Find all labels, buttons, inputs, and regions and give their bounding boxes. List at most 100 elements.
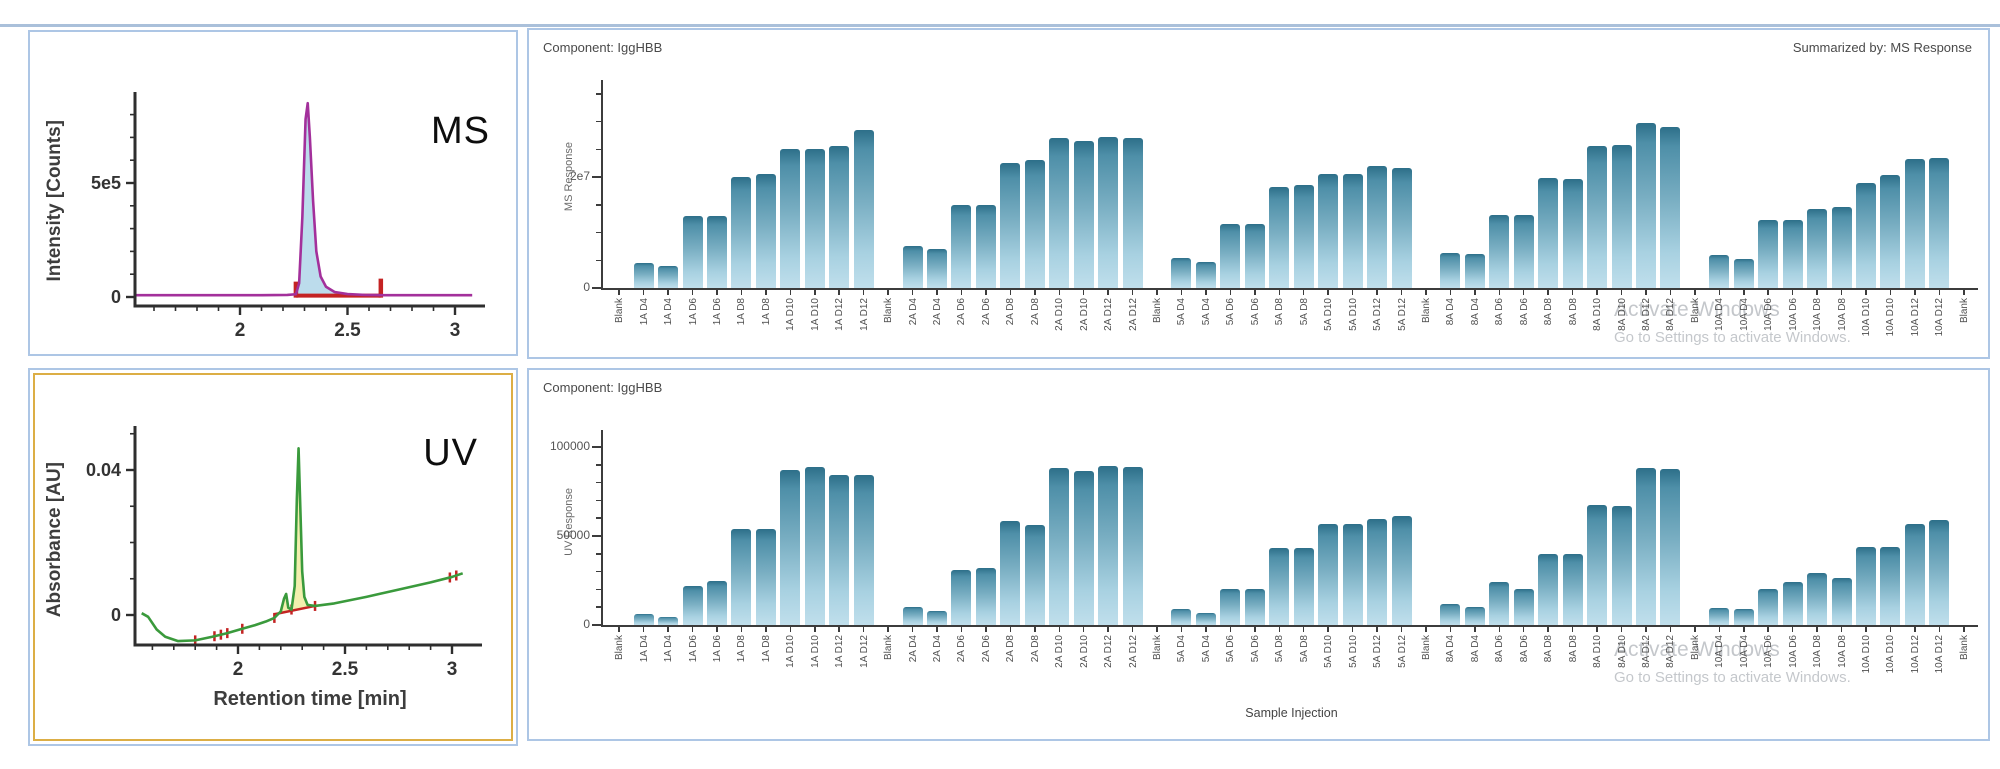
bar[interactable]	[1782, 582, 1803, 625]
bar[interactable]	[902, 246, 923, 288]
bar[interactable]	[1318, 523, 1339, 625]
bar[interactable]	[1024, 525, 1045, 625]
bar[interactable]	[951, 569, 972, 625]
bar[interactable]	[1293, 184, 1314, 288]
bar[interactable]	[633, 614, 654, 625]
bar[interactable]	[1929, 519, 1950, 625]
bar[interactable]	[829, 474, 850, 625]
bar[interactable]	[1538, 553, 1559, 625]
bar[interactable]	[1513, 588, 1534, 625]
bar[interactable]	[1244, 223, 1265, 288]
bar[interactable]	[1122, 467, 1143, 625]
bar[interactable]	[1660, 469, 1681, 625]
bar[interactable]	[1831, 577, 1852, 625]
bar[interactable]	[829, 146, 850, 288]
bar[interactable]	[1318, 174, 1339, 288]
bar[interactable]	[682, 215, 703, 288]
bar[interactable]	[1171, 258, 1192, 288]
bar[interactable]	[1562, 553, 1583, 625]
bar[interactable]	[1635, 123, 1656, 288]
bar[interactable]	[853, 129, 874, 288]
bar[interactable]	[927, 610, 948, 625]
bar[interactable]	[951, 204, 972, 288]
bar[interactable]	[1611, 145, 1632, 288]
bar[interactable]	[1391, 167, 1412, 288]
bar[interactable]	[1244, 589, 1265, 625]
bar[interactable]	[1904, 159, 1925, 288]
bar[interactable]	[853, 475, 874, 625]
bar[interactable]	[1660, 127, 1681, 288]
bar[interactable]	[1538, 178, 1559, 288]
bar[interactable]	[1904, 523, 1925, 625]
bar[interactable]	[902, 607, 923, 625]
bar[interactable]	[1831, 206, 1852, 288]
bar[interactable]	[1464, 607, 1485, 625]
bar[interactable]	[755, 528, 776, 625]
bar[interactable]	[1171, 608, 1192, 625]
bar[interactable]	[1758, 588, 1779, 625]
bar[interactable]	[1733, 258, 1754, 288]
bar[interactable]	[1929, 158, 1950, 288]
bar[interactable]	[1709, 608, 1730, 625]
bar[interactable]	[1342, 523, 1363, 625]
bar[interactable]	[707, 215, 727, 288]
bar[interactable]	[1367, 165, 1388, 288]
bar[interactable]	[1024, 160, 1045, 288]
bar[interactable]	[1293, 547, 1314, 625]
bar[interactable]	[1807, 573, 1828, 625]
bar[interactable]	[1635, 468, 1656, 625]
bar[interactable]	[1195, 262, 1216, 288]
bar[interactable]	[1000, 520, 1021, 625]
bar[interactable]	[975, 568, 996, 625]
bar[interactable]	[780, 470, 801, 625]
bar[interactable]	[1269, 186, 1290, 288]
bar[interactable]	[731, 528, 752, 625]
bar[interactable]	[1513, 214, 1534, 288]
bar[interactable]	[707, 581, 727, 625]
bar[interactable]	[1782, 219, 1803, 288]
bar[interactable]	[1440, 253, 1461, 288]
bar[interactable]	[1855, 546, 1876, 625]
bar[interactable]	[1880, 175, 1901, 288]
bar[interactable]	[1049, 138, 1070, 288]
bar[interactable]	[1098, 465, 1119, 625]
bar[interactable]	[658, 616, 679, 625]
bar[interactable]	[1195, 613, 1216, 625]
bar[interactable]	[1733, 608, 1754, 625]
bar[interactable]	[1220, 223, 1241, 288]
bar[interactable]	[1464, 253, 1485, 288]
bar[interactable]	[1587, 146, 1608, 288]
bar[interactable]	[1807, 208, 1828, 288]
bar[interactable]	[1391, 516, 1412, 625]
bar[interactable]	[1440, 603, 1461, 625]
bar[interactable]	[1073, 140, 1094, 288]
bar[interactable]	[804, 467, 825, 625]
bar[interactable]	[1489, 582, 1510, 625]
bar[interactable]	[1269, 547, 1290, 625]
bar[interactable]	[1098, 137, 1119, 288]
bar[interactable]	[731, 177, 752, 288]
bar[interactable]	[1611, 505, 1632, 625]
bar[interactable]	[975, 204, 996, 288]
bar[interactable]	[1000, 163, 1021, 288]
bar[interactable]	[1587, 504, 1608, 625]
bar[interactable]	[682, 585, 703, 625]
bar[interactable]	[633, 263, 654, 288]
bar[interactable]	[1220, 589, 1241, 625]
bar[interactable]	[1758, 219, 1779, 288]
bar[interactable]	[1122, 138, 1143, 288]
bar[interactable]	[1049, 468, 1070, 625]
bar[interactable]	[1709, 254, 1730, 288]
bar[interactable]	[780, 149, 801, 288]
bar[interactable]	[1855, 182, 1876, 288]
bar[interactable]	[1880, 546, 1901, 625]
bar[interactable]	[755, 174, 776, 288]
bar[interactable]	[1562, 179, 1583, 288]
bar[interactable]	[658, 265, 679, 288]
bar[interactable]	[927, 249, 948, 288]
bar[interactable]	[1489, 214, 1510, 288]
bar[interactable]	[1367, 519, 1388, 625]
bar[interactable]	[1073, 471, 1094, 625]
bar[interactable]	[1342, 174, 1363, 288]
bar[interactable]	[804, 149, 825, 288]
